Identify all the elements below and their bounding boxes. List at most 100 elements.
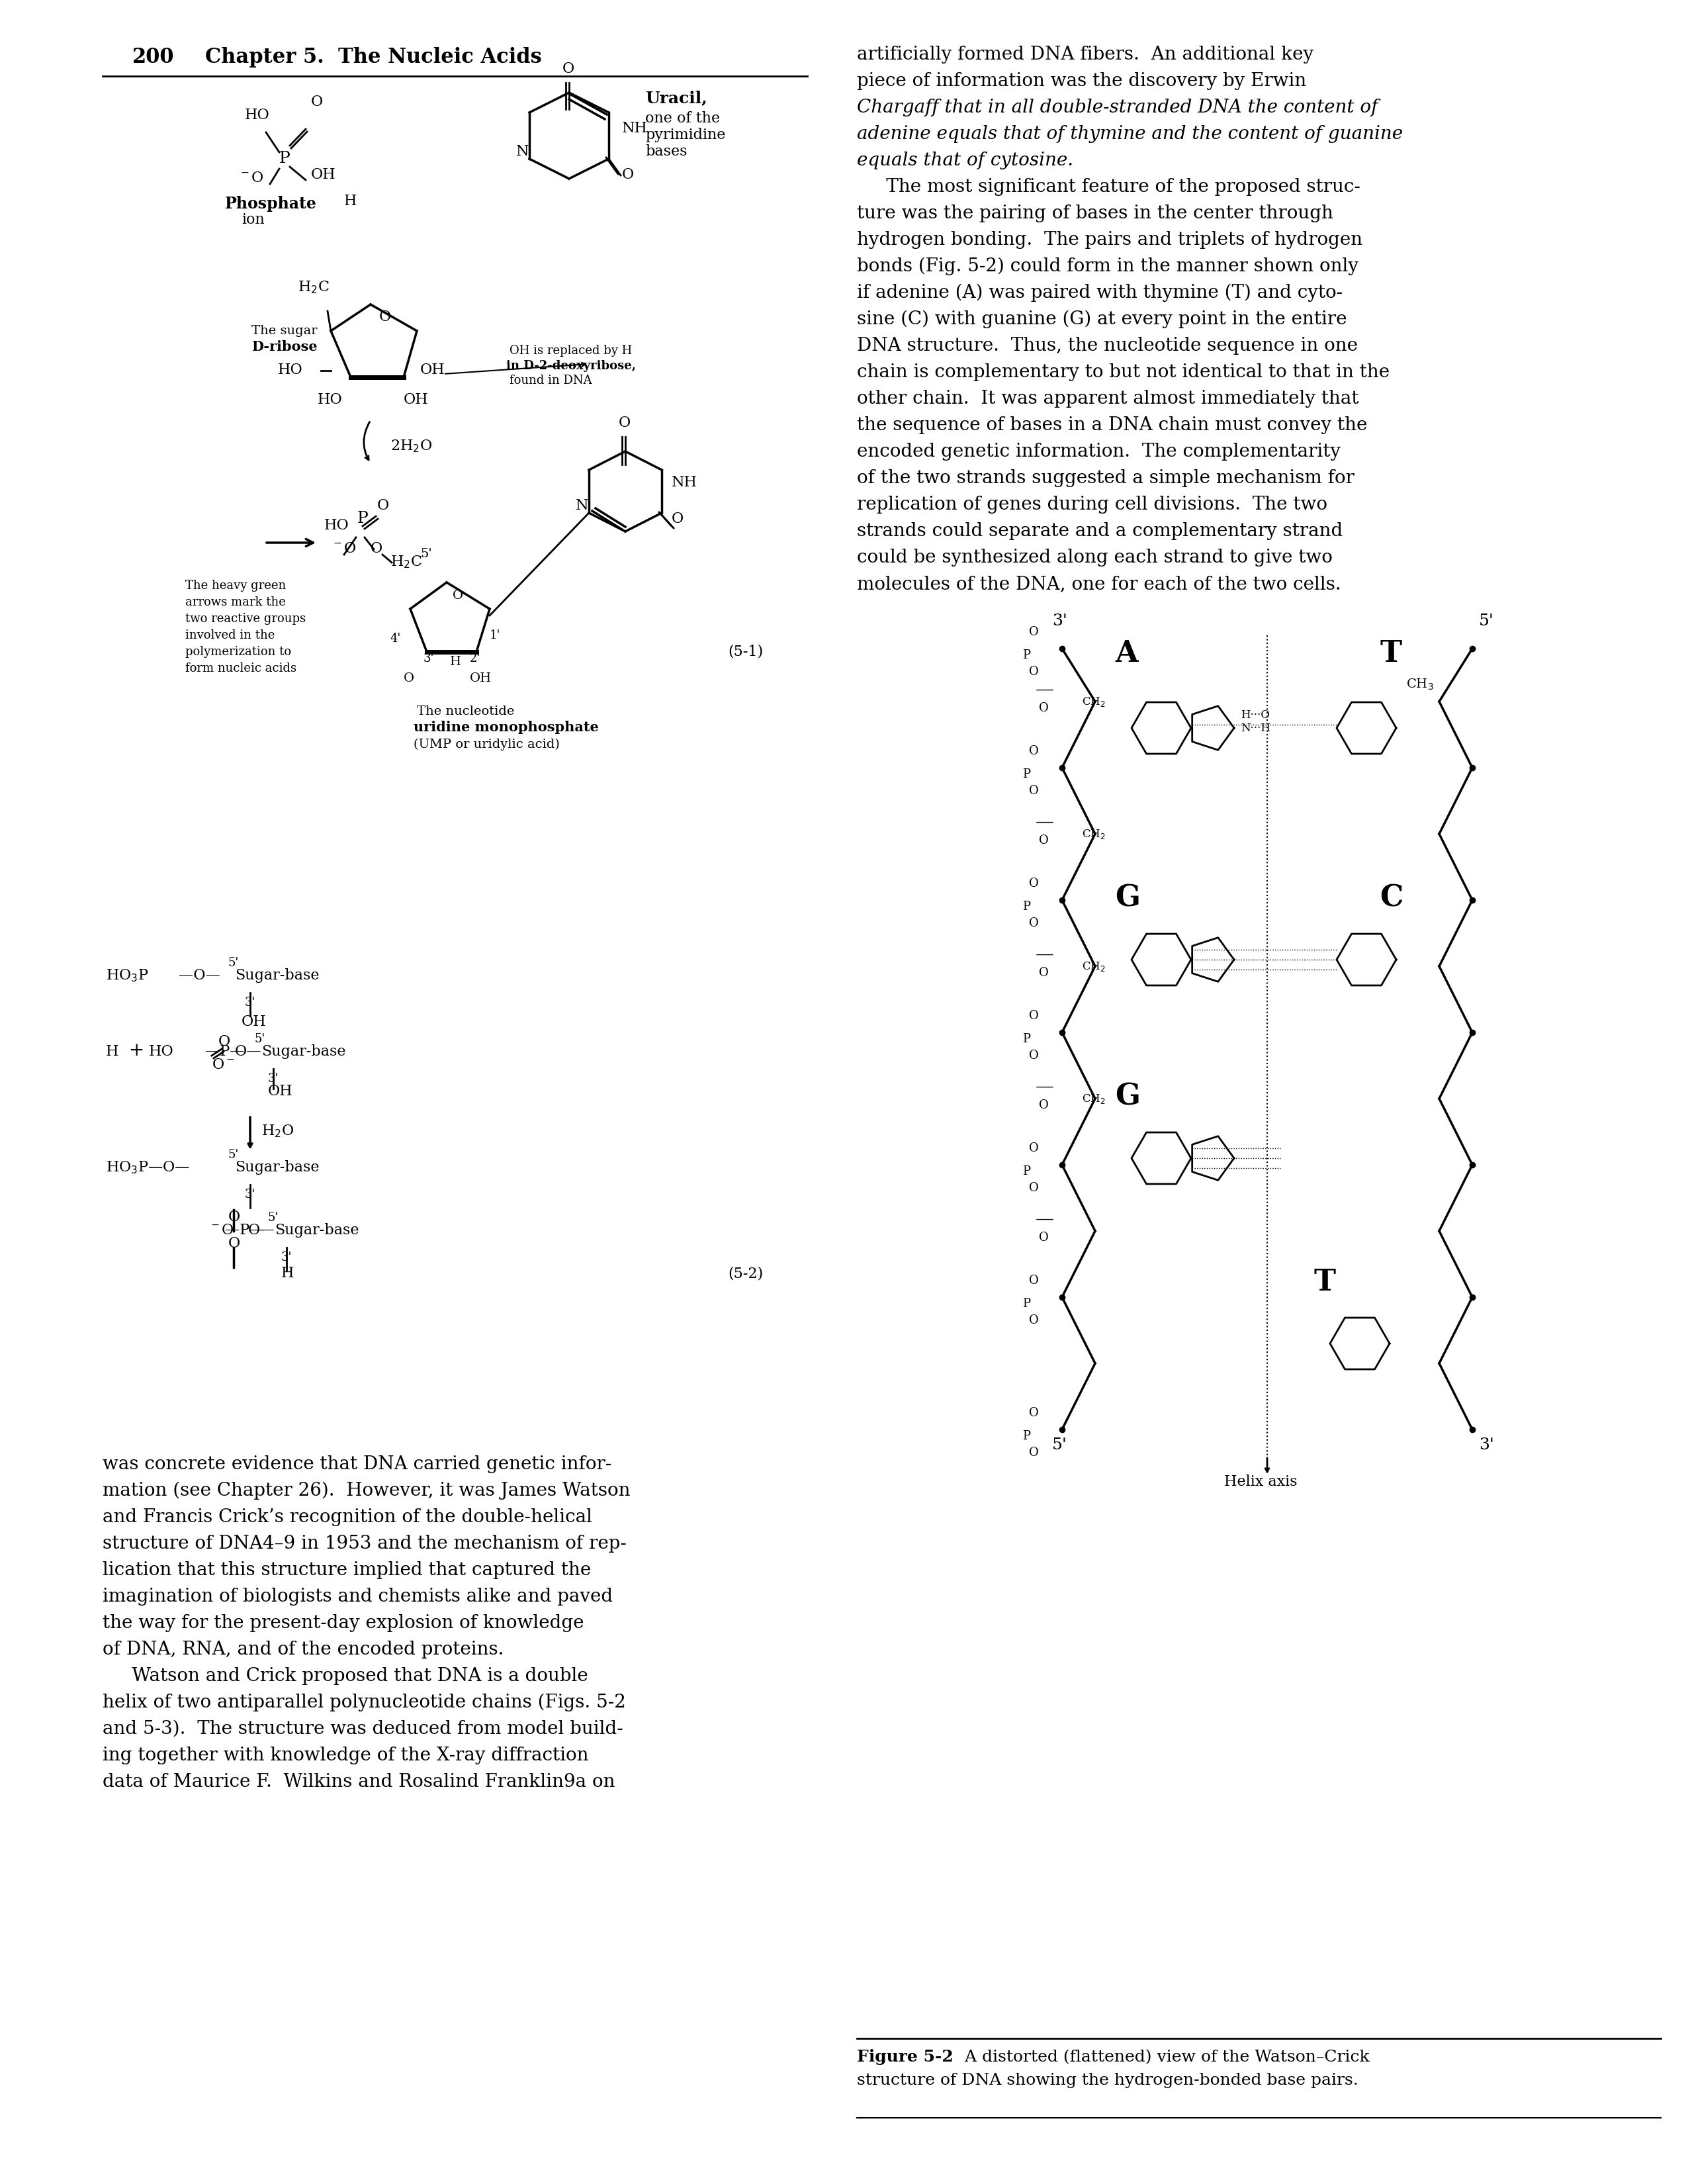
Text: O: O xyxy=(672,511,684,526)
Text: found in DNA: found in DNA xyxy=(510,376,592,387)
Text: equals that of cytosine.: equals that of cytosine. xyxy=(858,151,1074,170)
Text: H: H xyxy=(344,194,356,207)
Text: the sequence of bases in a DNA chain must convey the: the sequence of bases in a DNA chain mus… xyxy=(858,417,1367,435)
Text: DNA structure.  Thus, the nucleotide sequence in one: DNA structure. Thus, the nucleotide sequ… xyxy=(858,336,1357,354)
Text: O: O xyxy=(228,1236,240,1251)
Text: and 5-3).  The structure was deduced from model build-: and 5-3). The structure was deduced from… xyxy=(103,1721,623,1738)
Text: D-ribose: D-ribose xyxy=(252,341,317,354)
Text: arrows mark the: arrows mark the xyxy=(186,596,285,607)
Text: Helix axis: Helix axis xyxy=(1224,1474,1298,1489)
Text: two reactive groups: two reactive groups xyxy=(186,614,306,625)
Text: —: — xyxy=(1035,1079,1053,1096)
Text: (UMP or uridylic acid): (UMP or uridylic acid) xyxy=(414,738,560,751)
Text: OH: OH xyxy=(403,393,429,406)
Text: uridine monophosphate: uridine monophosphate xyxy=(414,721,599,734)
Text: OH: OH xyxy=(420,363,446,378)
Text: NH: NH xyxy=(621,120,648,135)
Text: replication of genes during cell divisions.  The two: replication of genes during cell divisio… xyxy=(858,496,1327,513)
Text: CH$_2$: CH$_2$ xyxy=(1082,828,1106,841)
Text: N: N xyxy=(576,498,589,513)
Text: P: P xyxy=(1023,1297,1030,1310)
Text: molecules of the DNA, one for each of the two cells.: molecules of the DNA, one for each of th… xyxy=(858,574,1340,594)
Text: O: O xyxy=(1030,1446,1038,1459)
Text: polymerization to: polymerization to xyxy=(186,646,292,657)
Text: Chargaff that in all double-stranded DNA the content of: Chargaff that in all double-stranded DNA… xyxy=(858,98,1377,116)
Text: P: P xyxy=(1023,1166,1030,1177)
Text: O: O xyxy=(1038,1232,1048,1243)
Text: HO: HO xyxy=(317,393,343,406)
Text: 5': 5' xyxy=(1479,614,1494,629)
Text: —P—: —P— xyxy=(206,1044,245,1059)
Text: H: H xyxy=(451,655,461,668)
Text: (5-2): (5-2) xyxy=(728,1267,763,1280)
Text: O: O xyxy=(1030,1142,1038,1153)
Text: O—: O— xyxy=(248,1223,275,1238)
Text: of the two strands suggested a simple mechanism for: of the two strands suggested a simple me… xyxy=(858,470,1354,487)
Text: imagination of biologists and chemists alike and paved: imagination of biologists and chemists a… xyxy=(103,1588,613,1605)
Text: H: H xyxy=(106,1044,118,1059)
Text: adenine equals that of thymine and the content of guanine: adenine equals that of thymine and the c… xyxy=(858,124,1403,142)
Text: data of Maurice F.  Wilkins and Rosalind Franklin9a on: data of Maurice F. Wilkins and Rosalind … xyxy=(103,1773,614,1791)
Text: G: G xyxy=(1116,885,1139,913)
Text: 3': 3' xyxy=(1479,1437,1494,1452)
Text: 200: 200 xyxy=(132,48,174,68)
Text: O: O xyxy=(1038,1099,1048,1112)
Text: one of the: one of the xyxy=(645,111,721,127)
Text: NH: NH xyxy=(672,476,697,489)
Text: O: O xyxy=(1030,878,1038,889)
Text: in D-2-deoxyribose,: in D-2-deoxyribose, xyxy=(506,360,636,371)
Text: OH: OH xyxy=(268,1083,294,1099)
Text: pyrimidine: pyrimidine xyxy=(645,127,726,142)
Text: CH$_2$: CH$_2$ xyxy=(1082,695,1106,708)
Text: P: P xyxy=(1023,769,1030,780)
Text: hydrogen bonding.  The pairs and triplets of hydrogen: hydrogen bonding. The pairs and triplets… xyxy=(858,232,1362,249)
Text: Sugar-base: Sugar-base xyxy=(235,968,319,983)
Text: involved in the: involved in the xyxy=(186,629,275,642)
Text: structure of DNA4–9 in 1953 and the mechanism of rep-: structure of DNA4–9 in 1953 and the mech… xyxy=(103,1535,626,1553)
Text: ture was the pairing of bases in the center through: ture was the pairing of bases in the cen… xyxy=(858,205,1334,223)
Text: O—: O— xyxy=(235,1044,262,1059)
Text: O: O xyxy=(452,590,463,601)
Text: O: O xyxy=(228,1210,240,1225)
Text: A distorted (flattened) view of the Watson–Crick: A distorted (flattened) view of the Wats… xyxy=(959,2049,1369,2064)
Text: —: — xyxy=(1035,1210,1053,1227)
Text: P: P xyxy=(279,151,290,166)
Text: O: O xyxy=(1030,1406,1038,1420)
Text: bases: bases xyxy=(645,144,687,159)
Text: O: O xyxy=(218,1035,231,1048)
Text: (5-1): (5-1) xyxy=(728,644,763,660)
Text: ing together with knowledge of the X-ray diffraction: ing together with knowledge of the X-ray… xyxy=(103,1747,589,1765)
Text: was concrete evidence that DNA carried genetic infor-: was concrete evidence that DNA carried g… xyxy=(103,1455,611,1474)
Text: 5': 5' xyxy=(255,1033,265,1044)
Text: Chapter 5.  The Nucleic Acids: Chapter 5. The Nucleic Acids xyxy=(206,48,542,68)
Text: H$_2$C: H$_2$C xyxy=(390,555,422,570)
Text: 3': 3' xyxy=(282,1251,292,1262)
Text: mation (see Chapter 26).  However, it was James Watson: mation (see Chapter 26). However, it was… xyxy=(103,1481,630,1500)
Text: 3': 3' xyxy=(245,996,255,1009)
Text: 5': 5' xyxy=(1052,1437,1067,1452)
Text: chain is complementary to but not identical to that in the: chain is complementary to but not identi… xyxy=(858,363,1389,382)
Text: lication that this structure implied that captured the: lication that this structure implied tha… xyxy=(103,1562,591,1579)
Text: T: T xyxy=(1379,640,1401,668)
Text: if adenine (A) was paired with thymine (T) and cyto-: if adenine (A) was paired with thymine (… xyxy=(858,284,1342,301)
Text: —: — xyxy=(1035,681,1053,699)
Text: OH is replaced by H: OH is replaced by H xyxy=(510,345,631,356)
Text: P: P xyxy=(1023,649,1030,662)
Text: O: O xyxy=(621,168,635,181)
Text: HO$_3$P: HO$_3$P xyxy=(106,968,149,983)
Text: O: O xyxy=(311,94,322,109)
Text: artificially formed DNA fibers.  An additional key: artificially formed DNA fibers. An addit… xyxy=(858,46,1313,63)
Text: Phosphate: Phosphate xyxy=(225,197,317,212)
Text: H$_2$C: H$_2$C xyxy=(297,280,329,295)
Text: O: O xyxy=(376,498,390,513)
Text: OH: OH xyxy=(469,673,491,684)
Text: Watson and Crick proposed that DNA is a double: Watson and Crick proposed that DNA is a … xyxy=(103,1666,587,1686)
Text: 2H$_2$O: 2H$_2$O xyxy=(390,439,432,454)
Text: OH: OH xyxy=(241,1016,267,1029)
Text: 4': 4' xyxy=(390,633,402,644)
Text: $^-$O: $^-$O xyxy=(331,542,356,557)
Text: 3': 3' xyxy=(245,1188,255,1201)
Text: sine (C) with guanine (G) at every point in the entire: sine (C) with guanine (G) at every point… xyxy=(858,310,1347,328)
Text: —: — xyxy=(1035,812,1053,832)
Text: The heavy green: The heavy green xyxy=(186,579,285,592)
